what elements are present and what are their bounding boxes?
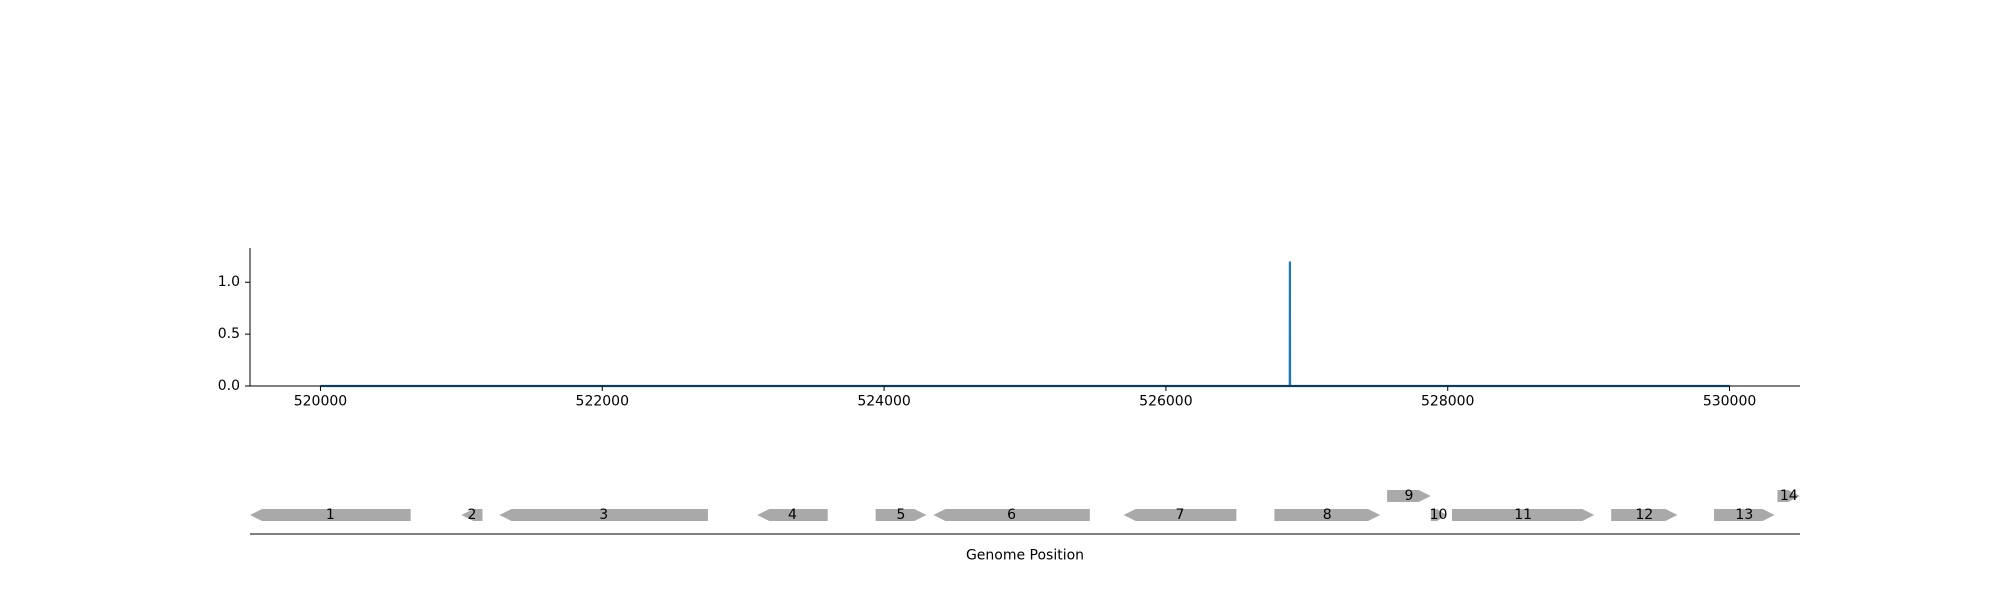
gene-label-12: 12: [1635, 507, 1653, 523]
gene-arrow-9: [1387, 490, 1431, 502]
gene-label-1: 1: [326, 507, 335, 523]
gene-arrow-5: [875, 509, 927, 521]
gene-label-2: 2: [467, 507, 476, 523]
gene-label-3: 3: [599, 507, 608, 523]
gene-label-10: 10: [1430, 507, 1448, 523]
gene-arrow-11: [1451, 509, 1595, 521]
gene-arrow-14: [1777, 490, 1800, 502]
x-tick-label: 526000: [1139, 394, 1192, 410]
gene-arrow-1: [250, 509, 411, 521]
gene-arrow-12: [1611, 509, 1678, 521]
y-ticks: 0.0 0.5 1.0: [218, 274, 250, 394]
gene-label-6: 6: [1007, 507, 1016, 523]
y-tick-label: 1.0: [218, 274, 240, 290]
x-ticks: 520000 522000 524000 526000 528000 530000: [294, 386, 1756, 410]
y-tick-label: 0.5: [218, 326, 240, 342]
gene-arrow-13: [1714, 509, 1775, 521]
gene-arrow-3: [499, 509, 708, 521]
gene-label-5: 5: [897, 507, 906, 523]
x-tick-label: 520000: [294, 394, 347, 410]
gene-arrow-7: [1123, 509, 1237, 521]
x-tick-label: 528000: [1421, 394, 1474, 410]
x-tick-label: 530000: [1703, 394, 1756, 410]
x-tick-label: 524000: [857, 394, 910, 410]
gene-label-14: 14: [1780, 488, 1798, 504]
gene-label-8: 8: [1323, 507, 1332, 523]
gene-arrow-6: [933, 509, 1090, 521]
gene-label-7: 7: [1176, 507, 1185, 523]
gene-label-4: 4: [788, 507, 797, 523]
gene-arrow-10: [1430, 509, 1447, 521]
gene-label-9: 9: [1405, 488, 1414, 504]
coverage-line-0: [320, 261, 1730, 388]
gene-label-11: 11: [1514, 507, 1532, 523]
coverage-series-layer: [320, 261, 1730, 388]
y-tick-label: 0.0: [218, 378, 240, 394]
x-tick-label: 522000: [576, 394, 629, 410]
gene-arrow-2: [461, 509, 483, 521]
gene-arrow-4: [757, 509, 828, 521]
coverage-plot: 0.0 0.5 1.0 520000 522000 524000 526000 528000…: [218, 248, 1800, 410]
gene-label-13: 13: [1735, 507, 1753, 523]
gene-track-xlabel: Genome Position: [966, 548, 1084, 564]
gene-arrow-8: [1274, 509, 1381, 521]
